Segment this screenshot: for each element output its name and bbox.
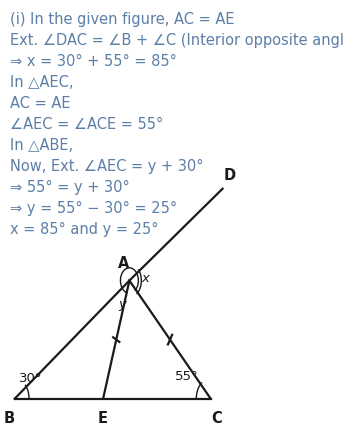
Text: ⇒ 55° = y + 30°: ⇒ 55° = y + 30° bbox=[10, 180, 130, 195]
Text: ⇒ x = 30° + 55° = 85°: ⇒ x = 30° + 55° = 85° bbox=[10, 54, 177, 70]
Text: B: B bbox=[3, 411, 14, 426]
Text: 30°: 30° bbox=[19, 373, 42, 385]
Text: 55°: 55° bbox=[175, 370, 199, 383]
Text: D: D bbox=[223, 168, 235, 183]
Text: In △ABE,: In △ABE, bbox=[10, 138, 73, 153]
Text: Now, Ext. ∠AEC = y + 30°: Now, Ext. ∠AEC = y + 30° bbox=[10, 159, 203, 175]
Text: x: x bbox=[141, 272, 149, 285]
Text: C: C bbox=[211, 411, 222, 426]
Text: (i) In the given figure, AC = AE: (i) In the given figure, AC = AE bbox=[10, 12, 235, 27]
Text: y: y bbox=[118, 298, 126, 311]
Text: A: A bbox=[118, 256, 129, 272]
Text: In △AEC,: In △AEC, bbox=[10, 75, 73, 90]
Text: ⇒ y = 55° − 30° = 25°: ⇒ y = 55° − 30° = 25° bbox=[10, 202, 177, 216]
Text: Ext. ∠DAC = ∠B + ∠C (Interior opposite angles): Ext. ∠DAC = ∠B + ∠C (Interior opposite a… bbox=[10, 33, 343, 48]
Text: ∠AEC = ∠ACE = 55°: ∠AEC = ∠ACE = 55° bbox=[10, 117, 163, 132]
Text: AC = AE: AC = AE bbox=[10, 97, 70, 111]
Text: E: E bbox=[98, 411, 108, 426]
Text: x = 85° and y = 25°: x = 85° and y = 25° bbox=[10, 222, 158, 237]
